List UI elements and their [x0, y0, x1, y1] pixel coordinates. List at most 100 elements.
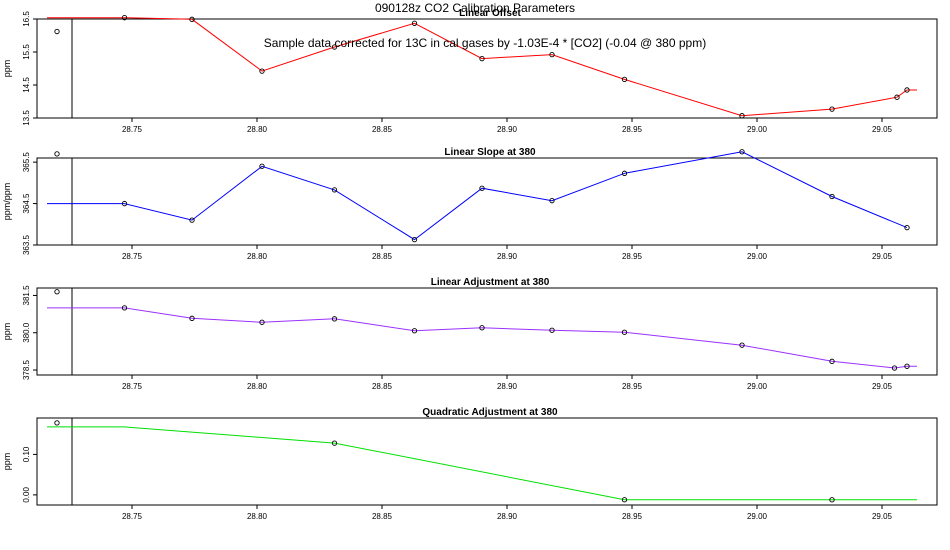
data-point — [549, 51, 555, 58]
data-point — [189, 16, 195, 22]
x-tick-label: 28.80 — [247, 512, 268, 521]
panel-1: Linear Offset 28.75 28.80 28.85 28.90 28.95 29… — [2, 8, 938, 134]
y-tick-label: 0.10 — [22, 446, 31, 462]
data-point — [829, 497, 835, 503]
x-tick-label: 29.00 — [747, 512, 768, 521]
data-point — [189, 217, 195, 223]
panel-3: Linear Adjustment at 380 28.75 28.80 28.85 2… — [2, 277, 938, 391]
data-point — [549, 327, 555, 333]
data-point — [739, 342, 745, 348]
y-tick-label: 13.5 — [22, 110, 31, 126]
x-tick-label: 28.90 — [497, 125, 518, 134]
data-point — [621, 170, 628, 176]
x-tick-label: 28.80 — [247, 252, 268, 261]
outlier-point — [54, 151, 60, 157]
plot-frame — [36, 287, 938, 376]
y-axis-label: ppm — [2, 323, 12, 341]
x-tick-label: 29.00 — [747, 125, 768, 134]
data-point — [621, 329, 628, 335]
x-tick-label: 28.95 — [622, 512, 643, 521]
data-point — [121, 305, 128, 311]
panel-title: Linear Adjustment at 380 — [431, 277, 550, 288]
data-point — [331, 187, 338, 193]
y-axis-label: ppm/ppm — [2, 183, 12, 221]
data-point — [904, 224, 910, 231]
panel-2: Linear Slope at 380 28.75 28.80 28.85 28.90 2… — [2, 147, 938, 261]
panel-4: Quadratic Adjustment at 380 28.75 28.80 28.… — [2, 407, 938, 521]
data-point — [549, 198, 555, 204]
series-line — [47, 426, 917, 501]
series-line — [47, 307, 917, 369]
chart-panels: Linear Offset 28.75 28.80 28.85 28.90 28.95 29… — [2, 8, 938, 521]
data-point — [331, 44, 338, 50]
x-tick-label: 28.75 — [122, 512, 143, 521]
x-tick-label: 29.05 — [872, 252, 893, 261]
y-tick-label: 14.5 — [22, 77, 31, 93]
data-point — [121, 15, 128, 21]
data-point — [411, 236, 418, 243]
x-tick-label: 28.75 — [122, 252, 143, 261]
x-tick-label: 28.75 — [122, 382, 143, 391]
data-point — [894, 94, 900, 100]
y-tick-label: 364.5 — [22, 193, 31, 214]
x-tick-label: 28.80 — [247, 382, 268, 391]
data-point — [479, 325, 485, 331]
data-point — [829, 358, 835, 364]
data-point — [621, 497, 628, 503]
data-point — [621, 76, 628, 83]
data-point — [259, 68, 265, 74]
series-line — [47, 151, 908, 241]
x-tick-label: 28.95 — [622, 382, 643, 391]
x-tick-label: 29.05 — [872, 512, 893, 521]
data-point — [331, 440, 338, 446]
x-tick-label: 29.00 — [747, 252, 768, 261]
x-tick-label: 28.90 — [497, 252, 518, 261]
y-axis-label: ppm — [2, 60, 12, 78]
x-tick-label: 28.75 — [122, 125, 143, 134]
correction-note: Sample data corrected for 13C in cal gas… — [264, 36, 706, 50]
x-tick-label: 29.05 — [872, 125, 893, 134]
series-line — [47, 17, 917, 117]
figure-title: 090128z CO2 Calibration Parameters — [375, 1, 575, 15]
plot-frame — [36, 417, 938, 506]
x-tick-label: 28.90 — [497, 512, 518, 521]
x-tick-label: 28.85 — [372, 125, 393, 134]
x-tick-label: 28.85 — [372, 382, 393, 391]
data-point — [411, 20, 418, 26]
x-tick-label: 28.90 — [497, 382, 518, 391]
y-tick-label: 380.0 — [22, 322, 31, 343]
x-tick-label: 28.95 — [622, 252, 643, 261]
data-point — [829, 193, 835, 200]
data-point — [331, 316, 338, 322]
outlier-point — [54, 28, 60, 35]
data-point — [739, 113, 745, 119]
x-tick-label: 29.05 — [872, 382, 893, 391]
data-point — [259, 163, 265, 169]
y-tick-label: 16.5 — [22, 11, 31, 27]
data-point — [904, 363, 910, 369]
outlier-point — [54, 289, 60, 295]
y-tick-label: 378.5 — [22, 359, 31, 380]
plot-frame — [36, 18, 938, 119]
data-point — [479, 55, 485, 62]
y-axis-label: ppm — [2, 453, 12, 471]
data-point — [121, 200, 128, 207]
panel-title: Quadratic Adjustment at 380 — [422, 407, 558, 418]
data-point — [411, 328, 418, 334]
data-point — [259, 319, 265, 325]
x-tick-label: 28.85 — [372, 252, 393, 261]
x-tick-label: 28.95 — [622, 125, 643, 134]
y-tick-label: 363.5 — [22, 234, 31, 255]
data-point — [739, 149, 745, 155]
data-point — [904, 87, 910, 93]
y-tick-label: 0.00 — [22, 487, 31, 503]
x-tick-label: 28.80 — [247, 125, 268, 134]
panel-title: Linear Slope at 380 — [444, 147, 536, 158]
data-point — [479, 185, 485, 191]
x-tick-label: 29.00 — [747, 382, 768, 391]
data-point — [189, 315, 195, 321]
y-tick-label: 381.5 — [22, 285, 31, 306]
y-tick-label: 15.5 — [22, 44, 31, 60]
panel-title: Linear Offset — [459, 8, 521, 19]
